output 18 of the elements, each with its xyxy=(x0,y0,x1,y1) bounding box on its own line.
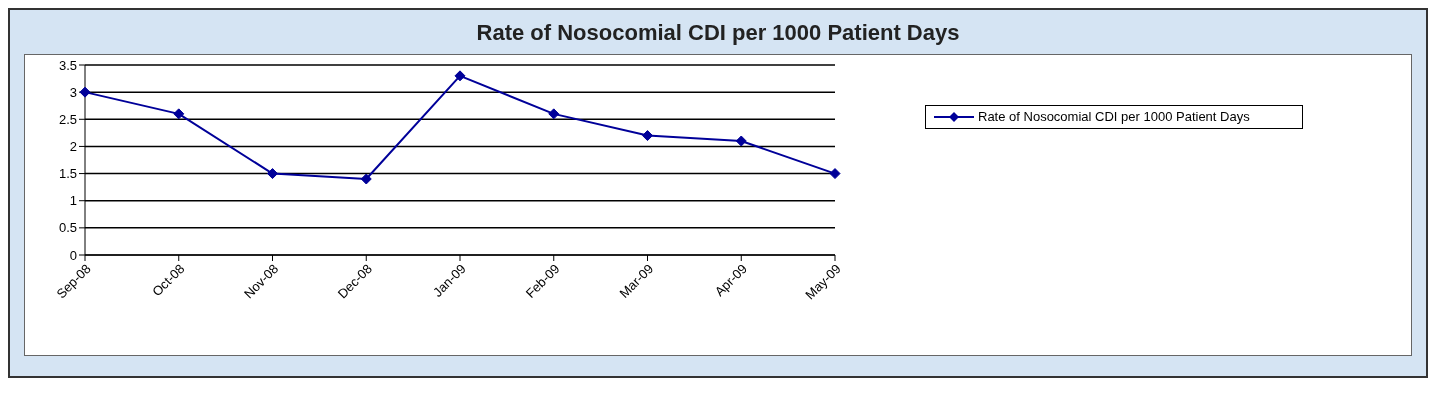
point xyxy=(735,135,747,147)
y-tick-label: 0.5 xyxy=(58,220,77,236)
point xyxy=(267,168,278,180)
y-tick-label: 2.5 xyxy=(58,111,77,127)
point xyxy=(173,108,185,120)
y-tick-label: 2 xyxy=(69,139,77,155)
legend-label: Rate of Nosocomial CDI per 1000 Patient Days xyxy=(978,109,1250,124)
point xyxy=(642,130,653,142)
point xyxy=(454,70,466,82)
point xyxy=(360,173,372,185)
point xyxy=(829,168,841,180)
point xyxy=(548,108,560,120)
y-tick-label: 3 xyxy=(69,84,77,100)
y-tick-label: 1.5 xyxy=(58,166,77,182)
y-tick-label: 3.5 xyxy=(58,57,77,73)
y-tick-label: 1 xyxy=(69,193,77,209)
y-tick-label: 0 xyxy=(69,247,77,263)
chart-title: Rate of Nosocomial CDI per 1000 Patient Days xyxy=(475,20,961,46)
